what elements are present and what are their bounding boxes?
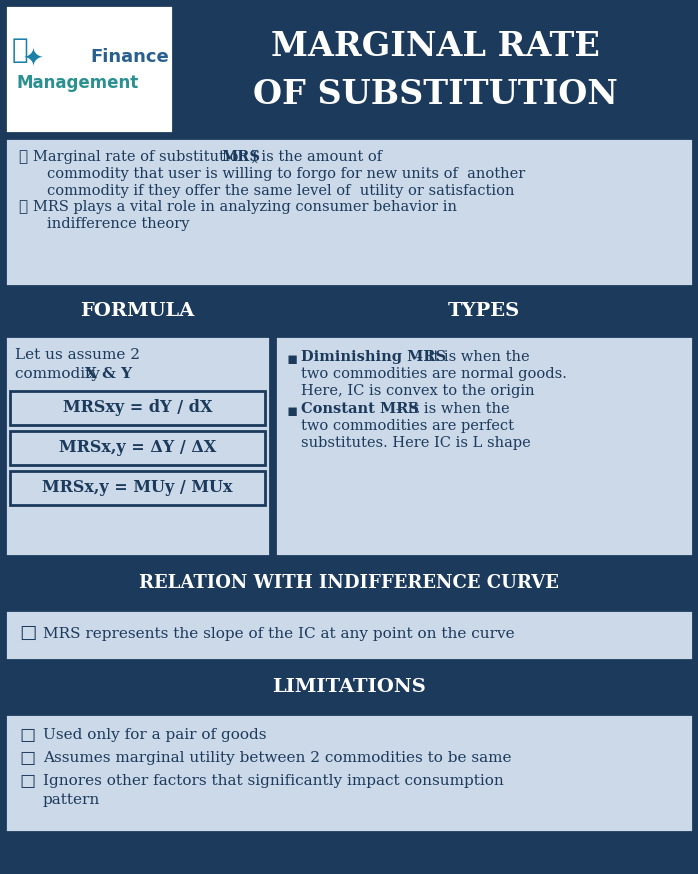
Text: MRS: MRS xyxy=(221,150,260,164)
Text: ❖: ❖ xyxy=(18,150,27,164)
Bar xyxy=(5,138,693,286)
Bar xyxy=(5,291,270,331)
Text: ▪: ▪ xyxy=(287,402,298,420)
Text: ❖: ❖ xyxy=(18,200,27,214)
Text: ☐: ☐ xyxy=(19,625,36,643)
Text: Marginal rate of substitution (: Marginal rate of substitution ( xyxy=(33,150,258,164)
Text: pattern: pattern xyxy=(43,793,101,807)
Text: two commodities are perfect: two commodities are perfect xyxy=(301,419,514,433)
Text: – It is when the: – It is when the xyxy=(411,350,530,364)
Text: two commodities are normal goods.: two commodities are normal goods. xyxy=(301,367,567,381)
Bar xyxy=(178,5,693,133)
Text: ✦: ✦ xyxy=(22,48,43,72)
Text: FORMULA: FORMULA xyxy=(80,302,195,320)
Text: ☐: ☐ xyxy=(19,751,35,769)
Text: Constant MRS: Constant MRS xyxy=(301,402,419,416)
Bar xyxy=(5,561,693,605)
Bar xyxy=(5,714,693,832)
Text: substitutes. Here IC is L shape: substitutes. Here IC is L shape xyxy=(301,436,530,450)
Text: Ignores other factors that significantly impact consumption: Ignores other factors that significantly… xyxy=(43,774,504,788)
Bar xyxy=(10,431,265,465)
Text: Assumes marginal utility between 2 commodities to be same: Assumes marginal utility between 2 commo… xyxy=(43,751,512,765)
Text: MARGINAL RATE: MARGINAL RATE xyxy=(271,31,600,64)
Text: RELATION WITH INDIFFERENCE CURVE: RELATION WITH INDIFFERENCE CURVE xyxy=(139,574,559,592)
Text: OF SUBSTITUTION: OF SUBSTITUTION xyxy=(253,79,618,112)
Bar xyxy=(275,291,693,331)
Text: MRSx,y = MUy / MUx: MRSx,y = MUy / MUx xyxy=(43,480,232,496)
Bar xyxy=(10,391,265,425)
Text: LIMITATIONS: LIMITATIONS xyxy=(272,678,426,696)
Text: Here, IC is convex to the origin: Here, IC is convex to the origin xyxy=(301,384,535,398)
Bar xyxy=(10,471,265,505)
Text: commodity that user is willing to forgo for new units of  another: commodity that user is willing to forgo … xyxy=(47,167,526,181)
Text: MRS plays a vital role in analyzing consumer behavior in: MRS plays a vital role in analyzing cons… xyxy=(33,200,457,214)
Bar xyxy=(5,5,173,133)
Text: MRS represents the slope of the IC at any point on the curve: MRS represents the slope of the IC at an… xyxy=(43,627,514,641)
Bar xyxy=(275,336,693,556)
Text: commodity: commodity xyxy=(15,367,105,381)
Text: MRSx,y = ΔY / ΔX: MRSx,y = ΔY / ΔX xyxy=(59,440,216,456)
Text: Management: Management xyxy=(17,74,139,92)
Bar xyxy=(5,610,693,660)
Text: MRSxy = dY / dX: MRSxy = dY / dX xyxy=(63,399,212,417)
Text: ☐: ☐ xyxy=(19,728,35,746)
Text: 🌿: 🌿 xyxy=(12,36,29,64)
Text: commodity if they offer the same level of  utility or satisfaction: commodity if they offer the same level o… xyxy=(47,184,514,198)
Text: TYPES: TYPES xyxy=(448,302,520,320)
Text: Finance: Finance xyxy=(90,48,169,66)
Text: Used only for a pair of goods: Used only for a pair of goods xyxy=(43,728,267,742)
Text: indifference theory: indifference theory xyxy=(47,217,189,231)
Text: X & Y: X & Y xyxy=(85,367,132,381)
Bar xyxy=(5,336,270,556)
Text: ▪: ▪ xyxy=(287,350,298,368)
Text: ☐: ☐ xyxy=(19,774,35,792)
Text: Let us assume 2: Let us assume 2 xyxy=(15,348,140,362)
Text: – It is when the: – It is when the xyxy=(391,402,510,416)
Text: Diminishing MRS: Diminishing MRS xyxy=(301,350,446,364)
Bar xyxy=(5,665,693,709)
Text: ) is the amount of: ) is the amount of xyxy=(251,150,382,164)
